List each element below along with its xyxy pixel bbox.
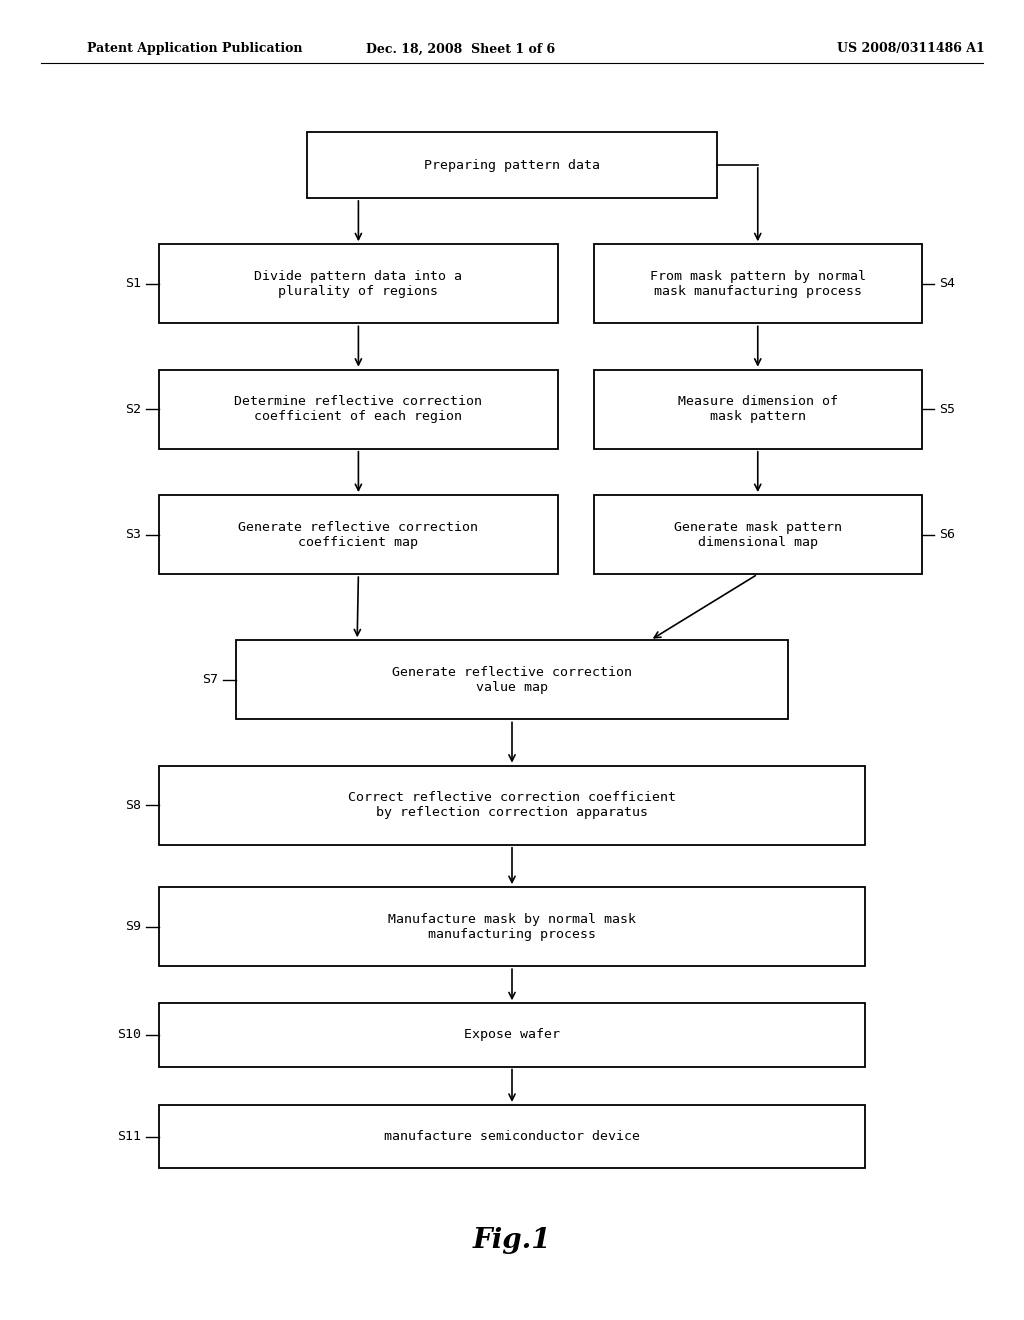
Text: Fig.1: Fig.1 <box>473 1228 551 1254</box>
Text: Expose wafer: Expose wafer <box>464 1028 560 1041</box>
Bar <box>159 244 558 323</box>
Text: S6: S6 <box>939 528 955 541</box>
Text: Measure dimension of
mask pattern: Measure dimension of mask pattern <box>678 395 838 424</box>
Bar <box>159 1003 865 1067</box>
Text: Patent Application Publication: Patent Application Publication <box>87 42 302 55</box>
Bar <box>159 495 558 574</box>
Text: Generate reflective correction
value map: Generate reflective correction value map <box>392 665 632 694</box>
Text: S3: S3 <box>125 528 141 541</box>
Text: S2: S2 <box>125 403 141 416</box>
Bar <box>236 640 788 719</box>
Bar <box>159 887 865 966</box>
Bar <box>307 132 717 198</box>
Text: S1: S1 <box>125 277 141 290</box>
Text: US 2008/0311486 A1: US 2008/0311486 A1 <box>838 42 985 55</box>
Text: Generate reflective correction
coefficient map: Generate reflective correction coefficie… <box>239 520 478 549</box>
Text: Divide pattern data into a
plurality of regions: Divide pattern data into a plurality of … <box>254 269 463 298</box>
Bar <box>594 495 922 574</box>
Text: From mask pattern by normal
mask manufacturing process: From mask pattern by normal mask manufac… <box>650 269 865 298</box>
Text: Preparing pattern data: Preparing pattern data <box>424 158 600 172</box>
Bar <box>159 766 865 845</box>
Bar <box>594 370 922 449</box>
Text: Correct reflective correction coefficient
by reflection correction apparatus: Correct reflective correction coefficien… <box>348 791 676 820</box>
Bar <box>594 244 922 323</box>
Text: Generate mask pattern
dimensional map: Generate mask pattern dimensional map <box>674 520 842 549</box>
Text: S4: S4 <box>939 277 955 290</box>
Text: manufacture semiconductor device: manufacture semiconductor device <box>384 1130 640 1143</box>
Bar <box>159 370 558 449</box>
Text: S11: S11 <box>118 1130 141 1143</box>
Text: Manufacture mask by normal mask
manufacturing process: Manufacture mask by normal mask manufact… <box>388 912 636 941</box>
Text: S8: S8 <box>125 799 141 812</box>
Text: S7: S7 <box>202 673 218 686</box>
Text: S9: S9 <box>125 920 141 933</box>
Bar <box>159 1105 865 1168</box>
Text: S10: S10 <box>118 1028 141 1041</box>
Text: Dec. 18, 2008  Sheet 1 of 6: Dec. 18, 2008 Sheet 1 of 6 <box>367 42 555 55</box>
Text: Determine reflective correction
coefficient of each region: Determine reflective correction coeffici… <box>234 395 482 424</box>
Text: S5: S5 <box>939 403 955 416</box>
